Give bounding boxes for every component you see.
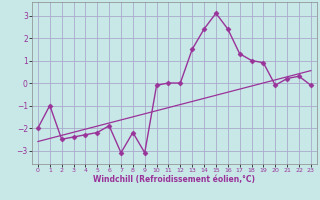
X-axis label: Windchill (Refroidissement éolien,°C): Windchill (Refroidissement éolien,°C) xyxy=(93,175,255,184)
